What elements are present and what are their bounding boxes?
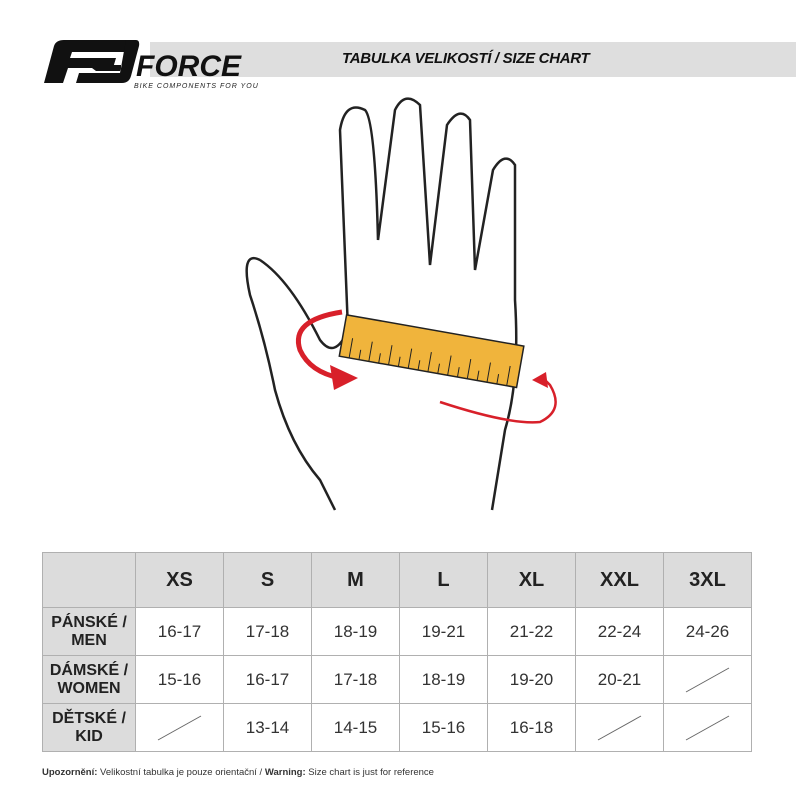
- not-available-cell: [575, 703, 664, 752]
- cell: 13-14: [223, 703, 312, 752]
- cell: 18-19: [311, 607, 400, 656]
- size-xl: XL: [487, 552, 576, 608]
- hand-outline: [245, 97, 518, 511]
- cell: 16-18: [487, 703, 576, 752]
- cell: 16-17: [223, 655, 312, 704]
- measuring-tape: [338, 313, 525, 389]
- table-row-kid: DĚTSKÉ / KID 13-14 14-15 15-16 16-18: [42, 703, 752, 752]
- page-title: TABULKA VELIKOSTÍ / SIZE CHART: [342, 50, 590, 67]
- cell: 19-21: [399, 607, 488, 656]
- arrow-left-icon: [296, 309, 343, 381]
- row-label: DÁMSKÉ / WOMEN: [42, 655, 136, 704]
- table-row-women: DÁMSKÉ / WOMEN 15-16 16-17 17-18 18-19 1…: [42, 655, 752, 704]
- size-3xl: 3XL: [663, 552, 752, 608]
- cell: 24-26: [663, 607, 752, 656]
- hand-measurement-illustration: [245, 97, 557, 511]
- arrow-right-icon: [439, 379, 557, 424]
- size-header-row: XS S M L XL XXL 3XL: [42, 552, 752, 608]
- cell: 14-15: [311, 703, 400, 752]
- cell: 18-19: [399, 655, 488, 704]
- row-label: PÁNSKÉ / MEN: [42, 607, 136, 656]
- cell: 17-18: [223, 607, 312, 656]
- size-table: XS S M L XL XXL 3XL PÁNSKÉ / MEN 16-17 1…: [42, 552, 752, 752]
- table-row-men: PÁNSKÉ / MEN 16-17 17-18 18-19 19-21 21-…: [42, 607, 752, 656]
- size-xs: XS: [135, 552, 224, 608]
- force-logo: FORCE: [44, 40, 242, 83]
- not-available-cell: [135, 703, 224, 752]
- size-xxl: XXL: [575, 552, 664, 608]
- cell: 16-17: [135, 607, 224, 656]
- cell: 15-16: [135, 655, 224, 704]
- size-m: M: [311, 552, 400, 608]
- cell: 22-24: [575, 607, 664, 656]
- not-available-cell: [663, 703, 752, 752]
- not-available-cell: [663, 655, 752, 704]
- cell: 17-18: [311, 655, 400, 704]
- brand-tagline: BIKE COMPONENTS FOR YOU: [134, 83, 259, 90]
- row-label: DĚTSKÉ / KID: [42, 703, 136, 752]
- cell: 19-20: [487, 655, 576, 704]
- cell: 20-21: [575, 655, 664, 704]
- title-band: [150, 42, 796, 77]
- size-l: L: [399, 552, 488, 608]
- cell: 15-16: [399, 703, 488, 752]
- svg-text:FORCE: FORCE: [136, 50, 242, 83]
- size-s: S: [223, 552, 312, 608]
- cell: 21-22: [487, 607, 576, 656]
- disclaimer-note: Upozornění: Velikostní tabulka je pouze …: [42, 767, 434, 778]
